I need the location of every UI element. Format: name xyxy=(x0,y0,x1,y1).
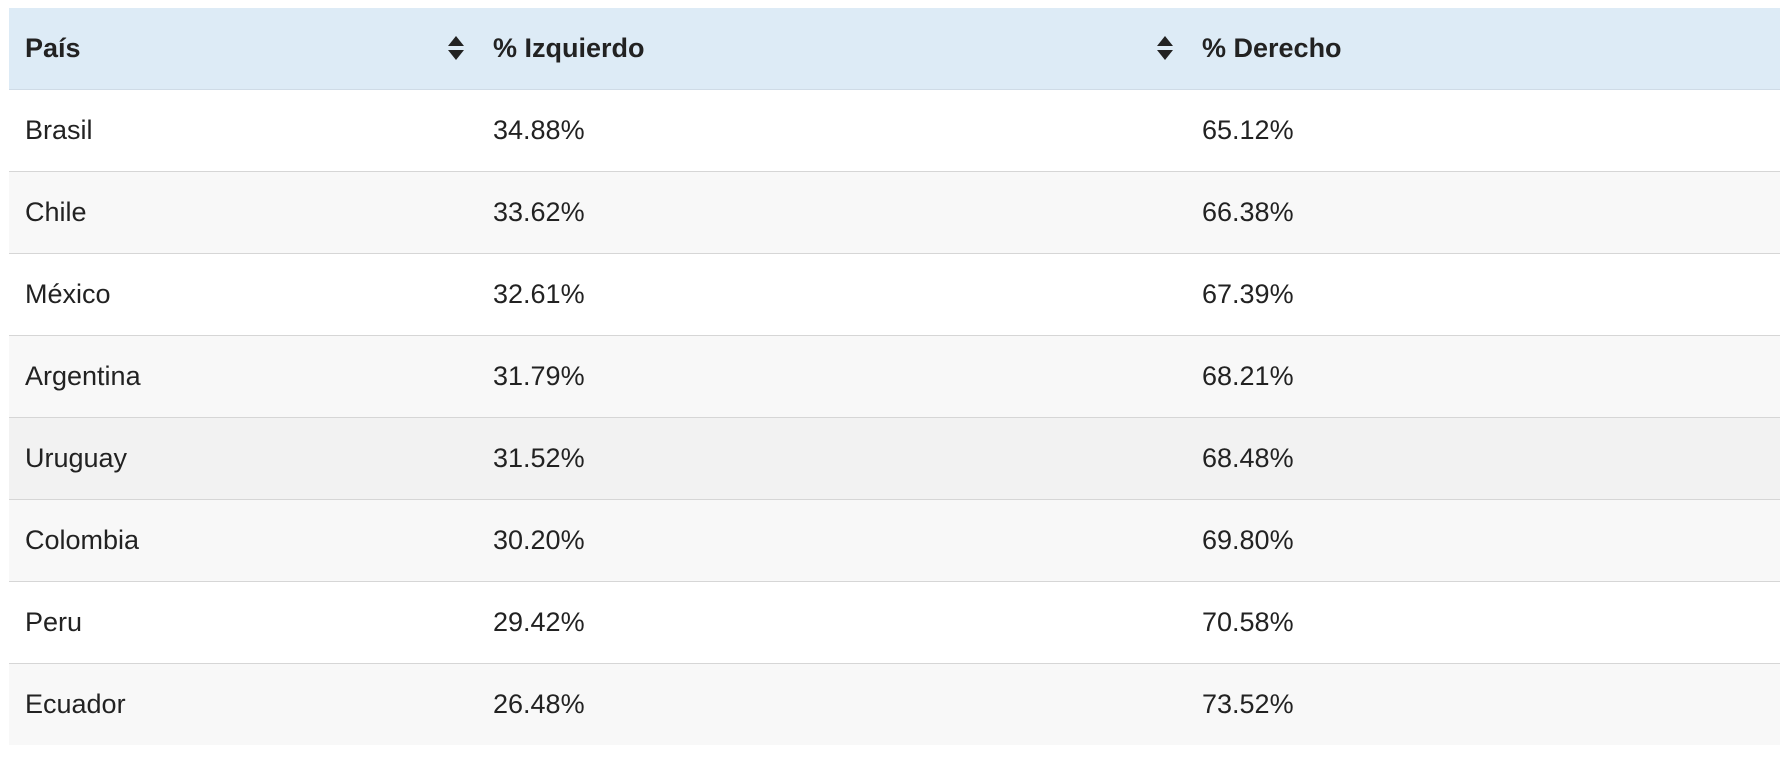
cell-derecho: 68.21% xyxy=(1186,334,1780,417)
table-header: País % Izquierdo % Derecho xyxy=(9,8,1780,90)
cell-derecho: 69.80% xyxy=(1186,498,1780,581)
cell-izquierdo: 30.20% xyxy=(477,498,1186,581)
cell-derecho: 67.39% xyxy=(1186,252,1780,335)
table-row[interactable]: Chile 33.62% 66.38% xyxy=(9,170,1780,253)
header-row: País % Izquierdo % Derecho xyxy=(9,8,1780,90)
cell-pais: Argentina xyxy=(9,334,477,417)
cell-derecho: 73.52% xyxy=(1186,662,1780,745)
cell-izquierdo: 31.79% xyxy=(477,334,1186,417)
cell-derecho: 68.48% xyxy=(1186,416,1780,499)
column-header-label: % Izquierdo xyxy=(493,32,645,63)
cell-izquierdo: 26.48% xyxy=(477,662,1186,745)
sort-icon[interactable] xyxy=(447,35,465,61)
table-row[interactable]: Ecuador 26.48% 73.52% xyxy=(9,662,1780,745)
table-row[interactable]: Colombia 30.20% 69.80% xyxy=(9,498,1780,581)
cell-pais: Peru xyxy=(9,580,477,663)
table-row[interactable]: Uruguay 31.52% 68.48% xyxy=(9,416,1780,499)
column-header-pais[interactable]: País xyxy=(9,8,477,90)
cell-izquierdo: 29.42% xyxy=(477,580,1186,663)
column-header-label: % Derecho xyxy=(1202,32,1342,63)
cell-derecho: 70.58% xyxy=(1186,580,1780,663)
cell-pais: Ecuador xyxy=(9,662,477,745)
cell-pais: México xyxy=(9,252,477,335)
table-row[interactable]: Brasil 34.88% 65.12% xyxy=(9,89,1780,171)
cell-izquierdo: 31.52% xyxy=(477,416,1186,499)
cell-pais: Uruguay xyxy=(9,416,477,499)
column-header-label: País xyxy=(25,32,81,63)
table-row[interactable]: Argentina 31.79% 68.21% xyxy=(9,334,1780,417)
cell-izquierdo: 32.61% xyxy=(477,252,1186,335)
cell-derecho: 66.38% xyxy=(1186,170,1780,253)
cell-pais: Brasil xyxy=(25,114,93,145)
cell-izquierdo: 34.88% xyxy=(493,114,585,145)
table-row[interactable]: México 32.61% 67.39% xyxy=(9,252,1780,335)
column-header-derecho[interactable]: % Derecho xyxy=(1186,8,1780,90)
sort-icon[interactable] xyxy=(1156,35,1174,61)
cell-izquierdo: 33.62% xyxy=(477,170,1186,253)
data-table-container: País % Izquierdo % Derecho xyxy=(9,8,1780,745)
cell-derecho: 65.12% xyxy=(1202,114,1294,145)
table-body: Brasil 34.88% 65.12% Chile 33.62% 66.38% Méxic… xyxy=(9,89,1780,745)
cell-pais: Chile xyxy=(9,170,477,253)
table-row[interactable]: Peru 29.42% 70.58% xyxy=(9,580,1780,663)
column-header-izquierdo[interactable]: % Izquierdo xyxy=(477,8,1186,90)
data-table: País % Izquierdo % Derecho xyxy=(9,8,1780,745)
cell-pais: Colombia xyxy=(9,498,477,581)
